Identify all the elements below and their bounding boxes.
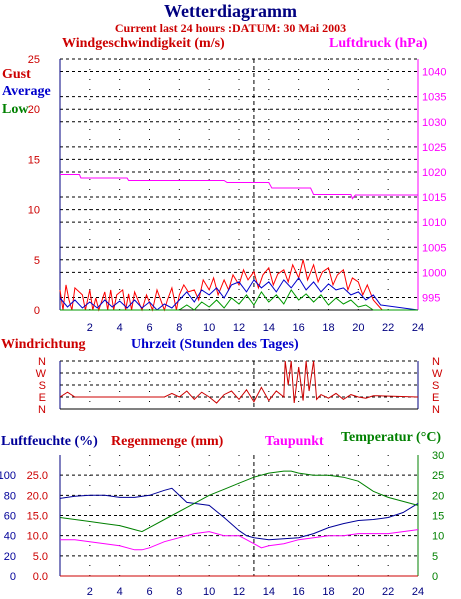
series-line-gust [59, 259, 418, 312]
humidity-y-tick-60: 60 [4, 511, 16, 523]
wind-speed-title: Windgeschwindigkeit (m/s) [62, 36, 225, 51]
direction-right-tick-2: S [432, 380, 439, 392]
humidity-x-tick-20: 20 [352, 586, 364, 598]
page-title: Wetterdiagramm [164, 1, 297, 21]
wind-x-tick-20: 20 [352, 322, 364, 334]
humidity-x-tick-12: 12 [233, 586, 245, 598]
wind-direction-title: Windrichtung [1, 337, 86, 352]
direction-right-tick-0: N [432, 356, 440, 368]
page-subtitle: Current last 24 hours :DATUM: 30 Mai 200… [114, 21, 347, 35]
wind-y-tick-20: 20 [28, 104, 40, 116]
dewpoint-axis-label: Taupunkt [265, 434, 324, 449]
direction-left-tick-3: E [39, 392, 46, 404]
wind-y-tick-15: 15 [28, 154, 40, 166]
humidity-x-tick-8: 8 [176, 586, 182, 598]
time-axis-label: Uhrzeit (Stunden des Tages) [131, 337, 299, 352]
pressure-y-tick-1040: 1040 [422, 67, 446, 79]
wind-x-tick-18: 18 [322, 322, 334, 334]
pressure-y-tick-1020: 1020 [422, 167, 446, 179]
rain-y-tick-0: 0.0 [33, 571, 48, 583]
temperature-y-tick-20: 20 [432, 490, 444, 502]
temperature-y-tick-5: 5 [432, 551, 438, 563]
wind-x-tick-4: 4 [117, 322, 123, 334]
direction-left-tick-1: W [36, 368, 47, 380]
wind-y-tick-25: 25 [28, 54, 40, 66]
wind-x-tick-24: 24 [412, 322, 424, 334]
wind-x-tick-8: 8 [176, 322, 182, 334]
series-line-luftfeuchte [59, 487, 419, 541]
humidity-y-tick-20: 20 [4, 551, 16, 563]
pressure-y-tick-1010: 1010 [422, 217, 446, 229]
direction-right-tick-3: E [432, 392, 439, 404]
temperature-y-tick-0: 0 [432, 571, 438, 583]
wind-x-tick-14: 14 [263, 322, 275, 334]
pressure-y-tick-1015: 1015 [422, 192, 446, 204]
pressure-y-tick-1005: 1005 [422, 242, 446, 254]
direction-right-tick-1: W [432, 368, 443, 380]
pressure-y-tick-1025: 1025 [422, 142, 446, 154]
pressure-y-tick-1030: 1030 [422, 117, 446, 129]
direction-right-tick-4: N [432, 404, 440, 416]
series-line-average [59, 277, 419, 311]
humidity-y-tick-40: 40 [4, 531, 16, 543]
legend-average: Average [2, 84, 51, 99]
wind-x-tick-10: 10 [203, 322, 215, 334]
temperature-axis-label: Temperatur (°C) [341, 430, 442, 445]
humidity-y-tick-80: 80 [4, 490, 16, 502]
direction-left-tick-4: N [38, 404, 46, 416]
pressure-y-tick-1000: 1000 [422, 267, 446, 279]
humidity-x-tick-4: 4 [117, 586, 123, 598]
rain-y-tick-2: 10.0 [27, 531, 48, 543]
humidity-x-tick-6: 6 [146, 586, 152, 598]
humidity-axis-label: Luftfeuchte (%) [1, 434, 98, 449]
legend-low: Low [2, 102, 29, 117]
humidity-x-tick-2: 2 [87, 586, 93, 598]
humidity-y-tick-0: 0 [10, 571, 16, 583]
rain-y-tick-4: 20.0 [27, 490, 48, 502]
pressure-y-tick-995: 995 [422, 292, 440, 304]
wind-x-tick-22: 22 [382, 322, 394, 334]
temperature-y-tick-15: 15 [432, 511, 444, 523]
direction-left-tick-2: S [39, 380, 46, 392]
humidity-x-tick-16: 16 [293, 586, 305, 598]
wind-y-tick-5: 5 [34, 255, 40, 267]
humidity-y-tick-100: 100 [0, 470, 16, 482]
wind-y-tick-10: 10 [28, 205, 40, 217]
direction-left-tick-0: N [38, 356, 46, 368]
wind-x-tick-12: 12 [233, 322, 245, 334]
legend-gust: Gust [2, 67, 31, 82]
rain-y-tick-5: 25.0 [27, 470, 48, 482]
wind-x-tick-2: 2 [87, 322, 93, 334]
series-line-taupunkt [60, 529, 419, 551]
wind-x-tick-6: 6 [146, 322, 152, 334]
pressure-axis-label: Luftdruck (hPa) [329, 36, 428, 51]
series-line-luftdruck [60, 174, 418, 200]
series-line-low [60, 288, 418, 311]
rain-axis-label: Regenmenge (mm) [111, 434, 224, 449]
humidity-x-tick-10: 10 [203, 586, 215, 598]
wind-y-tick-0: 0 [34, 305, 40, 317]
series-line-temperatur [59, 470, 419, 533]
pressure-y-tick-1035: 1035 [422, 92, 446, 104]
humidity-x-tick-22: 22 [382, 586, 394, 598]
temperature-y-tick-10: 10 [432, 531, 444, 543]
temperature-y-tick-30: 30 [432, 450, 444, 462]
humidity-x-tick-24: 24 [412, 586, 424, 598]
humidity-x-tick-18: 18 [322, 586, 334, 598]
temperature-y-tick-25: 25 [432, 470, 444, 482]
series-line-windrichtung [59, 360, 419, 404]
wind-x-tick-16: 16 [293, 322, 305, 334]
rain-y-tick-1: 5.0 [33, 551, 48, 563]
humidity-x-tick-14: 14 [263, 586, 275, 598]
rain-y-tick-3: 15.0 [27, 511, 48, 523]
